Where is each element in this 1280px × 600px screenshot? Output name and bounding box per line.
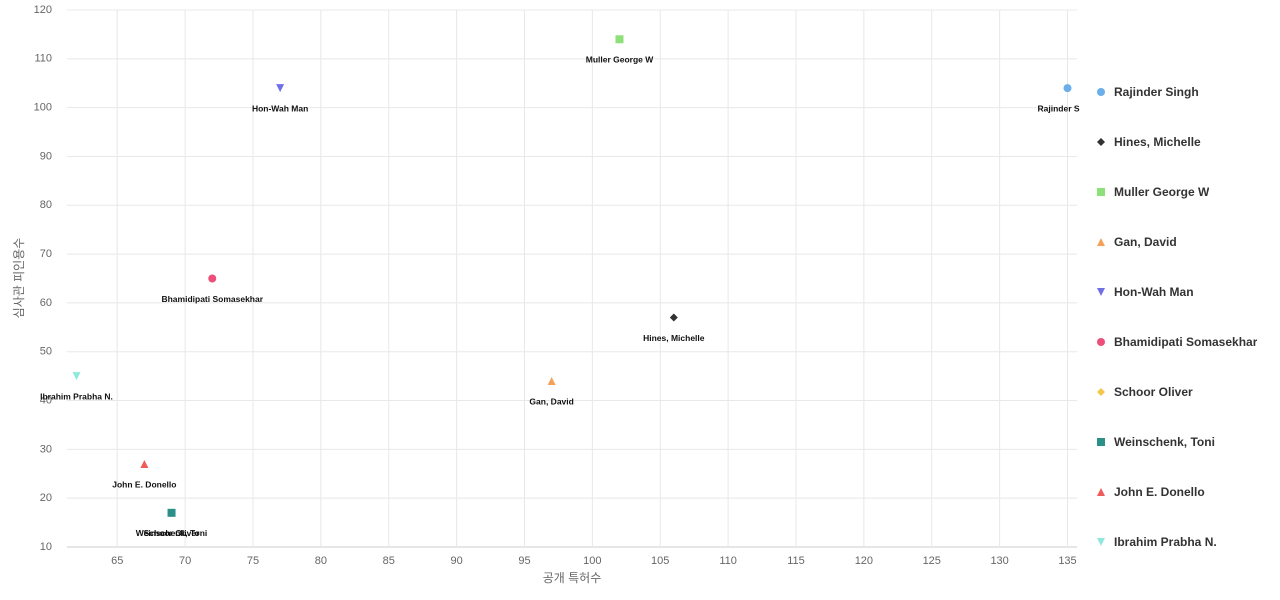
y-tick-label: 90	[40, 150, 52, 162]
y-tick-label: 60	[40, 297, 52, 309]
legend-marker	[1097, 538, 1105, 546]
data-label: Muller George W	[586, 55, 655, 65]
legend-marker	[1097, 338, 1105, 346]
point	[72, 372, 81, 381]
point	[1097, 388, 1105, 396]
legend-item[interactable]: Weinschenk, Toni	[1096, 417, 1276, 467]
point	[615, 35, 624, 44]
y-tick-label: 110	[34, 53, 52, 65]
x-axis-label: 공개 특허수	[543, 571, 602, 585]
x-tick-label: 70	[179, 555, 191, 567]
point	[1097, 538, 1105, 546]
legend-label: Schoor Oliver	[1114, 385, 1193, 399]
legend-item[interactable]: Hines, Michelle	[1096, 117, 1276, 167]
y-tick-label: 20	[40, 492, 52, 504]
legend-label: Muller George W	[1114, 185, 1210, 199]
point	[208, 274, 217, 283]
data-label: John E. Donello	[112, 479, 176, 489]
y-tick-label: 100	[34, 102, 52, 114]
y-tick-label: 30	[40, 443, 52, 455]
legend-item[interactable]: Muller George W	[1096, 167, 1276, 217]
legend-label: Ibrahim Prabha N.	[1114, 535, 1217, 549]
x-tick-label: 105	[651, 555, 669, 567]
y-tick-label: 120	[34, 4, 52, 16]
point	[1097, 238, 1105, 246]
point	[1097, 188, 1105, 196]
x-tick-label: 115	[787, 555, 805, 567]
point	[1097, 288, 1105, 296]
legend-label: Gan, David	[1114, 235, 1177, 249]
chart: 공개 특허수 심사관 피인용수 10 20 30 40 50 60 70 80 90 100 110…	[12, 4, 1080, 585]
legend-item[interactable]: Schoor Oliver	[1096, 367, 1276, 417]
data-label: Hon-Wah Man	[252, 103, 308, 113]
legend-item[interactable]: Ibrahim Prabha N.	[1096, 517, 1276, 567]
y-tick-label: 40	[40, 394, 52, 406]
legend-marker	[1097, 288, 1105, 296]
legend-label: John E. Donello	[1114, 485, 1205, 499]
x-tick-label: 100	[583, 555, 601, 567]
point	[669, 313, 678, 322]
legend-marker	[1097, 488, 1105, 496]
data-label: Bhamidipati Somasekhar	[161, 294, 263, 304]
y-tick-label: 80	[40, 199, 52, 211]
x-tick-label: 135	[1058, 555, 1076, 567]
y-tick-label: 10	[40, 541, 52, 553]
legend: Rajinder Singh Hines, Michelle Muller Geor…	[1096, 67, 1276, 567]
x-tick-label: 75	[247, 555, 259, 567]
point	[1097, 138, 1105, 146]
x-tick-label: 80	[315, 555, 327, 567]
legend-item[interactable]: Rajinder Singh	[1096, 67, 1276, 117]
x-tick-label: 120	[855, 555, 873, 567]
x-tick-label: 85	[383, 555, 395, 567]
legend-label: Bhamidipati Somasekhar	[1114, 335, 1258, 349]
legend-item[interactable]: Bhamidipati Somasekhar	[1096, 317, 1276, 367]
point	[1097, 338, 1105, 346]
point	[547, 377, 556, 386]
point	[1097, 438, 1105, 446]
legend-label: Hines, Michelle	[1114, 135, 1201, 149]
x-tick-label: 130	[990, 555, 1008, 567]
legend-label: Rajinder Singh	[1114, 85, 1199, 99]
point	[140, 460, 149, 469]
data-label: Gan, David	[529, 396, 573, 406]
x-tick-label: 65	[111, 555, 123, 567]
point	[1063, 84, 1072, 93]
legend-marker	[1097, 188, 1105, 196]
point	[1097, 88, 1105, 96]
point	[276, 84, 285, 93]
data-label: Rajinder Singh	[1038, 103, 1080, 113]
y-tick-label: 70	[40, 248, 52, 260]
data-label: Weinschenk, Toni	[136, 528, 207, 538]
legend-label: Hon-Wah Man	[1114, 285, 1194, 299]
data-label: Ibrahim Prabha N.	[40, 391, 113, 401]
y-axis-label: 심사관 피인용수	[12, 238, 26, 319]
legend-marker	[1097, 138, 1105, 146]
x-tick-label: 95	[518, 555, 530, 567]
x-tick-label: 125	[923, 555, 941, 567]
legend-marker	[1097, 238, 1105, 246]
legend-label: Weinschenk, Toni	[1114, 435, 1215, 449]
point	[167, 508, 176, 517]
legend-marker	[1097, 88, 1105, 96]
legend-item[interactable]: Hon-Wah Man	[1096, 267, 1276, 317]
legend-item[interactable]: Gan, David	[1096, 217, 1276, 267]
point	[1097, 488, 1105, 496]
y-tick-label: 50	[40, 346, 52, 358]
legend-item[interactable]: John E. Donello	[1096, 467, 1276, 517]
data-label: Schoor Oliver	[144, 528, 200, 538]
data-label: Hines, Michelle	[643, 333, 705, 343]
legend-marker	[1097, 388, 1105, 396]
x-tick-label: 110	[719, 555, 737, 567]
x-tick-label: 90	[450, 555, 462, 567]
legend-marker	[1097, 438, 1105, 446]
